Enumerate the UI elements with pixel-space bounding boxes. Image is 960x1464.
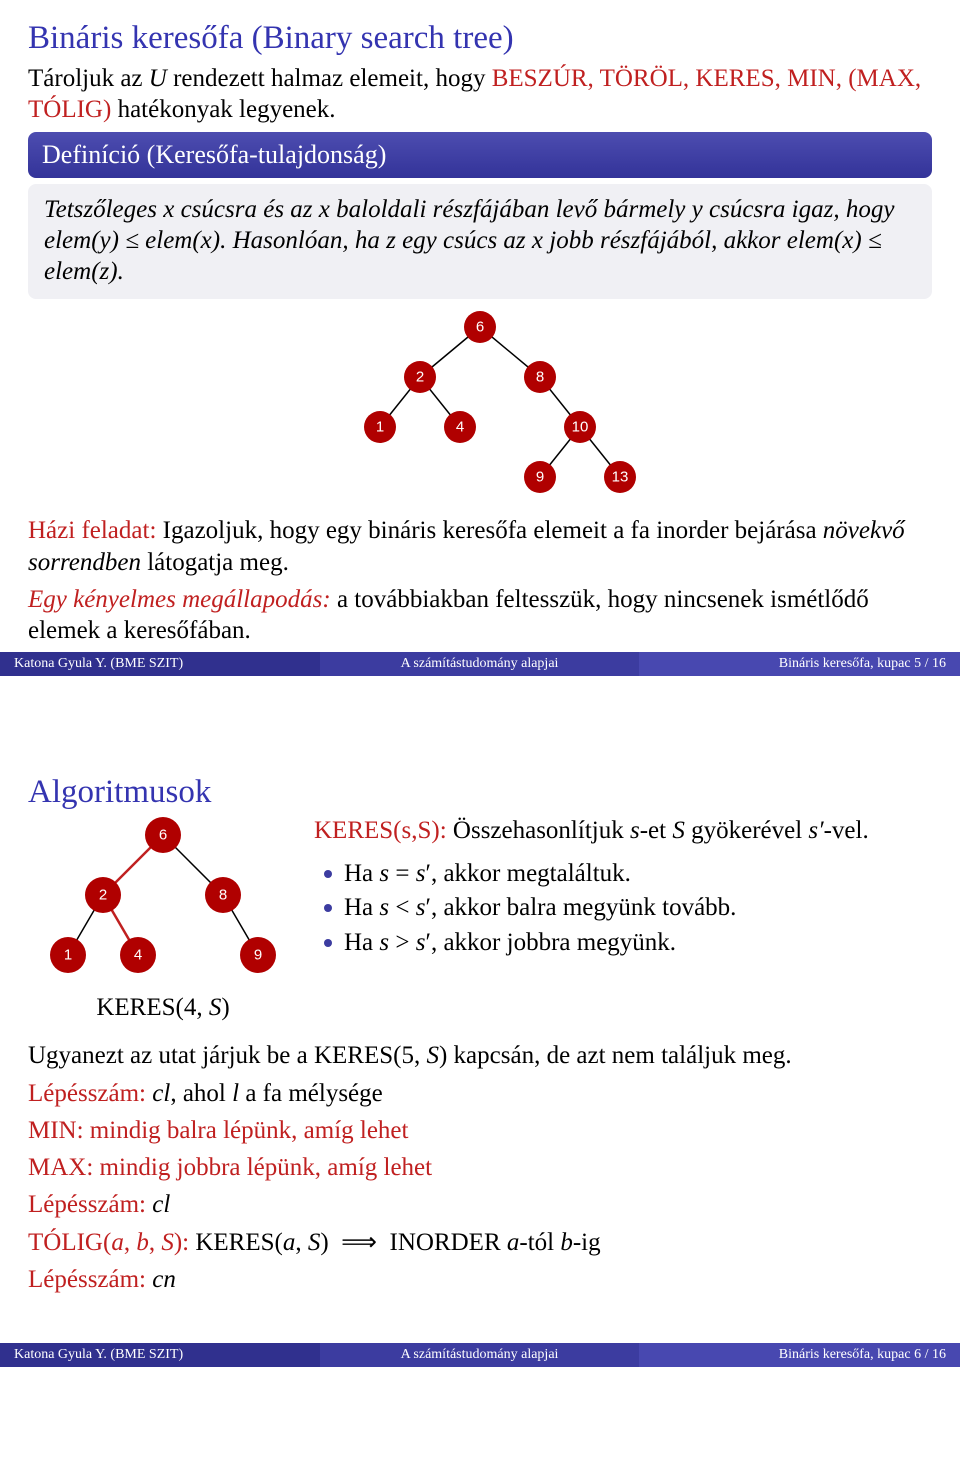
t: -vel.: [824, 817, 869, 844]
svg-text:10: 10: [572, 419, 589, 436]
svg-text:9: 9: [254, 947, 262, 964]
slide-footer: Katona Gyula Y. (BME SZIT) A számítástud…: [0, 652, 960, 676]
t: látogatja meg.: [141, 549, 289, 576]
t: csúcsra és az: [174, 196, 318, 223]
max-text: MAX: mindig jobbra lépünk, amíg lehet: [28, 1152, 932, 1183]
eq1: elem(y) ≤ elem(x): [44, 227, 220, 254]
keres-label: KERES(s,S):: [314, 817, 447, 844]
definition-banner: Definíció (Keresőfa-tulajdonság): [28, 132, 932, 178]
footer-course: A számítástudomány alapjai: [320, 1343, 640, 1367]
t: Ugyanezt az utat járjuk be a KERES(5,: [28, 1042, 426, 1069]
var-sprime: s′: [808, 817, 823, 844]
footer-course: A számítástudomány alapjai: [320, 652, 640, 676]
definition-box: Tetszőleges x csúcsra és az x baloldali …: [28, 184, 932, 300]
bullet-icon: [324, 939, 332, 947]
slide-title: Bináris keresőfa (Binary search tree): [28, 20, 932, 57]
t: a fa mélysége: [239, 1080, 383, 1107]
two-column-layout: 628149 KERES(4, S) KERES(s,S): Összehaso…: [28, 815, 932, 1022]
bullet-icon: [324, 870, 332, 878]
slide-6: Algoritmusok 628149 KERES(4, S) KERES(s,…: [0, 736, 960, 1341]
svg-text:2: 2: [416, 369, 424, 386]
slide-title: Algoritmusok: [28, 774, 932, 811]
svg-text:4: 4: [456, 419, 464, 436]
t: jobb részfájából, akkor: [543, 227, 787, 254]
slide-footer: Katona Gyula Y. (BME SZIT) A számítástud…: [0, 1343, 960, 1367]
t: gyökerével: [685, 817, 809, 844]
svg-text:6: 6: [476, 319, 484, 336]
hw-label: Házi feladat:: [28, 517, 163, 544]
t: ) kapcsán, de azt nem találjuk meg.: [439, 1042, 792, 1069]
var-y: y: [692, 196, 703, 223]
t: cl: [146, 1080, 170, 1107]
t: , ahol: [170, 1080, 232, 1107]
t: -et: [640, 817, 673, 844]
t: cl: [146, 1191, 170, 1218]
tree-column: 628149 KERES(4, S): [28, 815, 298, 1022]
var-S: S: [426, 1042, 439, 1069]
min-text: MIN: mindig balra lépünk, amíg lehet: [28, 1115, 932, 1146]
bst-tree: 6281410913: [28, 307, 932, 507]
t: .: [118, 258, 124, 285]
intro-text: Tároljuk az U rendezett halmaz elemeit, …: [28, 63, 932, 126]
keres-def: KERES(s,S): Összehasonlítjuk s-et S gyök…: [314, 815, 932, 848]
t: csúcsra igaz, hogy: [703, 196, 895, 223]
text-column: KERES(s,S): Összehasonlítjuk s-et S gyök…: [314, 815, 932, 965]
svg-text:1: 1: [64, 947, 72, 964]
bullet-text: Ha s < s′, akkor balra megyünk tovább.: [344, 892, 736, 925]
slide-5: Bináris keresőfa (Binary search tree) Tá…: [0, 0, 960, 646]
step-count-1: Lépésszám: cl, ahol l a fa mélysége: [28, 1078, 932, 1109]
keres-caption: KERES(4, S): [28, 994, 298, 1022]
t: egy csúcs az: [396, 227, 532, 254]
svg-text:4: 4: [134, 947, 142, 964]
svg-text:6: 6: [159, 827, 167, 844]
var-U: U: [149, 65, 167, 92]
var-z: z: [386, 227, 396, 254]
homework-text: Házi feladat: Igazoljuk, hogy egy binári…: [28, 515, 932, 578]
convention-text: Egy kényelmes megállapodás: a továbbiakb…: [28, 584, 932, 647]
step-label: Lépésszám:: [28, 1266, 146, 1293]
t: Összehasonlítjuk: [447, 817, 630, 844]
step-label: Lépésszám:: [28, 1191, 146, 1218]
var-x: x: [319, 196, 330, 223]
step-count-3: Lépésszám: cn: [28, 1264, 932, 1295]
footer-author: Katona Gyula Y. (BME SZIT): [0, 1343, 320, 1367]
svg-text:13: 13: [612, 469, 629, 486]
footer-author: Katona Gyula Y. (BME SZIT): [0, 652, 320, 676]
bullet-list: Ha s = s′, akkor megtaláltuk. Ha s < s′,…: [324, 858, 932, 960]
bullet-item: Ha s > s′, akkor jobbra megyünk.: [324, 927, 932, 960]
bullet-item: Ha s < s′, akkor balra megyünk tovább.: [324, 892, 932, 925]
t: . Hasonlóan, ha: [220, 227, 386, 254]
t: cn: [146, 1266, 176, 1293]
footer-page: Bináris keresőfa, kupac 5 / 16: [639, 652, 960, 676]
footer-page: Bináris keresőfa, kupac 6 / 16: [639, 1343, 960, 1367]
var-S: S: [672, 817, 685, 844]
t: Tetszőleges: [44, 196, 163, 223]
conv-label: Egy kényelmes megállapodás:: [28, 586, 331, 613]
t: rendezett halmaz elemeit, hogy: [167, 65, 492, 92]
bullet-item: Ha s = s′, akkor megtaláltuk.: [324, 858, 932, 891]
tolig-text: TÓLIG(a, b, S): KERES(a, S) ⟹ INORDER a-…: [28, 1227, 932, 1258]
var-x: x: [532, 227, 543, 254]
step-label: Lépésszám:: [28, 1080, 146, 1107]
svg-text:2: 2: [99, 887, 107, 904]
same-path-text: Ugyanezt az utat járjuk be a KERES(5, S)…: [28, 1040, 932, 1071]
step-count-2: Lépésszám: cl: [28, 1189, 932, 1220]
bullet-text: Ha s > s′, akkor jobbra megyünk.: [344, 927, 676, 960]
var-x: x: [163, 196, 174, 223]
bullet-text: Ha s = s′, akkor megtaláltuk.: [344, 858, 631, 891]
t: hatékonyak legyenek.: [111, 96, 335, 123]
t: baloldali részfájában levő bármely: [330, 196, 692, 223]
bullet-icon: [324, 904, 332, 912]
svg-text:1: 1: [376, 419, 384, 436]
svg-text:8: 8: [536, 369, 544, 386]
t: Igazoljuk, hogy egy bináris keresőfa ele…: [163, 517, 823, 544]
t: Tároljuk az: [28, 65, 149, 92]
svg-text:8: 8: [219, 887, 227, 904]
svg-text:9: 9: [536, 469, 544, 486]
var-s: s: [630, 817, 640, 844]
